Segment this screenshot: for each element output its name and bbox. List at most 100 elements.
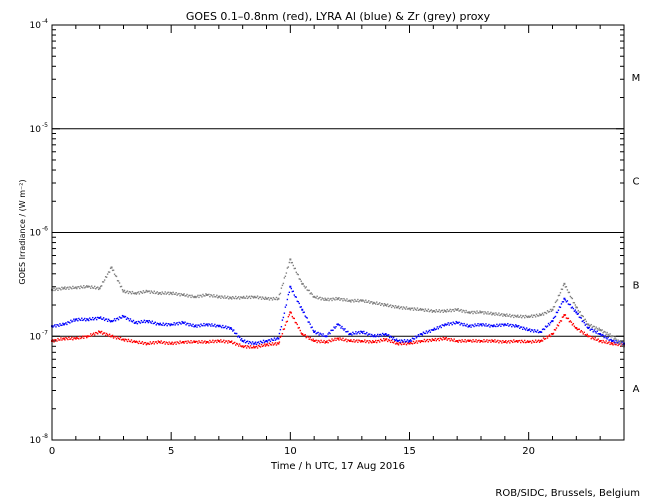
chart-title: GOES 0.1–0.8nm (red), LYRA Al (blue) & Z… xyxy=(186,10,491,23)
trace-dot xyxy=(590,328,592,330)
trace-dot xyxy=(440,338,442,340)
trace-dot xyxy=(595,332,597,334)
trace-dot xyxy=(459,309,461,312)
trace-dot xyxy=(603,330,605,333)
data-point xyxy=(420,339,423,342)
trace-dot xyxy=(106,334,109,336)
trace-dot xyxy=(247,296,250,298)
trace-dot xyxy=(397,344,400,346)
trace-dot xyxy=(596,339,598,341)
trace-dot xyxy=(573,302,576,304)
trace-dot xyxy=(389,304,392,306)
trace-dot xyxy=(460,308,462,311)
trace-dot xyxy=(567,317,570,320)
data-point xyxy=(205,323,208,326)
data-point xyxy=(194,295,196,298)
trace-dot xyxy=(270,338,273,340)
trace-dot xyxy=(57,289,59,292)
trace-dot xyxy=(312,338,314,340)
trace-dot xyxy=(264,345,267,347)
trace-dot xyxy=(399,341,402,343)
trace-dot xyxy=(288,314,291,316)
trace-dot xyxy=(561,301,564,303)
trace-dot xyxy=(588,335,590,338)
trace-dot xyxy=(544,325,547,327)
data-point xyxy=(277,337,280,340)
trace-dot xyxy=(130,293,133,295)
trace-dot xyxy=(581,315,583,317)
trace-dot xyxy=(210,341,212,343)
trace-dot xyxy=(124,315,127,318)
trace-dot xyxy=(596,330,598,333)
data-point xyxy=(599,333,602,336)
y-tick-label: 10 xyxy=(30,332,42,342)
trace-dot xyxy=(375,339,377,342)
trace-dot xyxy=(421,308,424,310)
trace-dot xyxy=(204,324,206,327)
trace-dot xyxy=(434,337,437,340)
trace-dot xyxy=(85,335,87,337)
data-point xyxy=(86,335,89,338)
trace-dot xyxy=(618,340,620,342)
trace-dot xyxy=(204,340,206,342)
data-point xyxy=(551,308,554,311)
trace-dot xyxy=(402,306,405,308)
trace-dot xyxy=(152,322,154,325)
trace-dot xyxy=(393,307,396,309)
trace-dot xyxy=(156,322,158,325)
trace-dot xyxy=(248,347,251,349)
trace-dot xyxy=(473,310,475,313)
trace-dot xyxy=(464,339,466,341)
data-point xyxy=(217,295,220,298)
trace-dot xyxy=(211,323,213,325)
trace-dot xyxy=(450,322,452,324)
trace-dot xyxy=(244,341,247,344)
trace-dot xyxy=(450,338,452,340)
data-point xyxy=(456,321,459,324)
trace-dot xyxy=(327,297,329,300)
trace-dot xyxy=(390,339,393,342)
trace-dot xyxy=(95,332,98,334)
x-tick-label: 20 xyxy=(522,446,535,457)
trace-dot xyxy=(422,308,425,311)
data-point xyxy=(480,311,482,314)
trace-dot xyxy=(500,313,502,316)
trace-dot xyxy=(184,340,186,343)
trace-dot xyxy=(282,316,285,319)
trace-dot xyxy=(377,333,379,336)
trace-dot xyxy=(77,286,79,288)
trace-dot xyxy=(269,343,272,346)
trace-dot xyxy=(108,271,111,273)
data-point xyxy=(372,335,375,338)
trace-dot xyxy=(236,332,238,335)
trace-dot xyxy=(517,341,519,343)
trace-dot xyxy=(318,297,320,299)
trace-dot xyxy=(62,322,64,325)
trace-dot xyxy=(101,281,104,283)
trace-dot xyxy=(578,316,581,318)
trace-dot xyxy=(137,291,140,293)
data-point xyxy=(348,299,351,302)
trace-dot xyxy=(159,292,161,294)
trace-dot xyxy=(433,327,436,330)
trace-dot xyxy=(358,339,360,341)
trace-dot xyxy=(521,326,523,328)
trace-dot xyxy=(375,335,377,338)
data-point xyxy=(134,321,137,324)
trace-dot xyxy=(200,294,202,297)
trace-dot xyxy=(242,295,245,298)
trace-dot xyxy=(286,298,289,301)
trace-dot xyxy=(272,344,275,346)
data-point xyxy=(551,333,554,336)
trace-dot xyxy=(554,315,557,318)
data-point xyxy=(611,339,614,342)
trace-dot xyxy=(220,325,222,328)
trace-dot xyxy=(451,309,453,311)
trace-dot xyxy=(500,340,502,343)
trace-dot xyxy=(180,293,182,295)
trace-dot xyxy=(332,339,334,342)
trace-dot xyxy=(374,341,376,343)
trace-dot xyxy=(428,310,431,313)
data-point xyxy=(432,310,435,313)
trace-dot xyxy=(548,324,551,326)
